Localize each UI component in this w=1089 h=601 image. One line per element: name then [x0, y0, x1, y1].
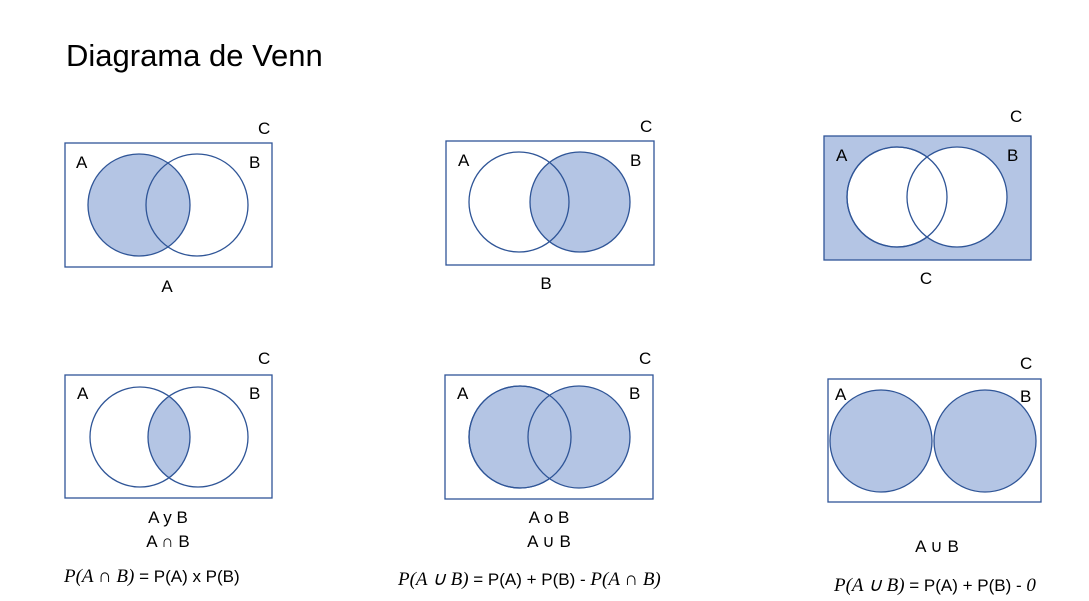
venn-diagram-disjoint: A B C A ∪ B [827, 354, 1042, 556]
label-a: A [76, 153, 88, 172]
caption-symbol: A ∪ B [527, 532, 571, 551]
caption-words: A y B [148, 508, 188, 527]
circle-a-outline [846, 146, 948, 248]
circle-b [933, 389, 1037, 493]
formula-intersection: P(A ∩ B) = P(A) x P(B) [64, 566, 240, 588]
label-c: C [640, 117, 652, 136]
venn-diagram-a: A B C A [64, 119, 273, 296]
formula-text: = P(A) x P(B) [134, 567, 240, 586]
universe-rect [64, 374, 273, 499]
formula-disjoint-union: P(A ∪ B) = P(A) + P(B) - 0 [834, 574, 1036, 597]
page-title: Diagrama de Venn [66, 38, 323, 73]
caption: C [920, 269, 932, 288]
label-c: C [258, 119, 270, 138]
label-b: B [630, 151, 641, 170]
venn-diagram-b: A B C B [445, 117, 655, 293]
label-b: B [1007, 146, 1018, 165]
formula-union: P(A ∪ B) = P(A) + P(B) - P(A ∩ B) [398, 568, 661, 591]
circle-a [89, 386, 191, 488]
label-c: C [1010, 107, 1022, 126]
formula-math-2: P(A ∩ B) [590, 569, 661, 590]
formula-text: = P(A) + P(B) - [468, 570, 591, 589]
caption-symbol: A ∩ B [146, 532, 189, 551]
circle-b [145, 153, 249, 257]
caption: A [161, 277, 173, 296]
venn-diagram-union: A B C A o B A ∪ B [444, 349, 654, 551]
caption: A ∪ B [915, 537, 959, 556]
caption-words: A o B [529, 508, 570, 527]
universe-rect [827, 378, 1042, 503]
universe-rect [445, 140, 655, 266]
label-b: B [629, 384, 640, 403]
circle-b [527, 385, 631, 489]
circle-b [906, 146, 1008, 248]
circle-a [829, 389, 933, 493]
label-c: C [639, 349, 651, 368]
formula-text: = P(A) + P(B) - [904, 576, 1027, 595]
label-b: B [1020, 387, 1031, 406]
label-b: B [249, 384, 260, 403]
circle-a [468, 151, 570, 253]
circle-a [87, 153, 191, 257]
formula-math: P(A ∪ B) [834, 575, 905, 596]
formula-math-2: 0 [1026, 575, 1036, 596]
intersection-region [148, 387, 190, 487]
label-a: A [77, 384, 89, 403]
label-a: A [457, 384, 469, 403]
formula-math: P(A ∩ B) [64, 566, 135, 587]
circle-a-outline [468, 385, 572, 489]
universe-rect [444, 374, 654, 500]
formula-math: P(A ∪ B) [398, 569, 469, 590]
label-a: A [835, 385, 847, 404]
label-c: C [1020, 354, 1032, 373]
label-b: B [249, 153, 260, 172]
venn-diagram-c: A B C C [823, 107, 1032, 288]
caption: B [540, 274, 551, 293]
label-a: A [458, 151, 470, 170]
label-c: C [258, 349, 270, 368]
venn-diagram-intersection: A B C A y B A ∩ B [64, 349, 273, 551]
label-a: A [836, 146, 848, 165]
universe-rect [64, 142, 273, 268]
circle-b [147, 386, 249, 488]
circle-b [529, 151, 631, 253]
